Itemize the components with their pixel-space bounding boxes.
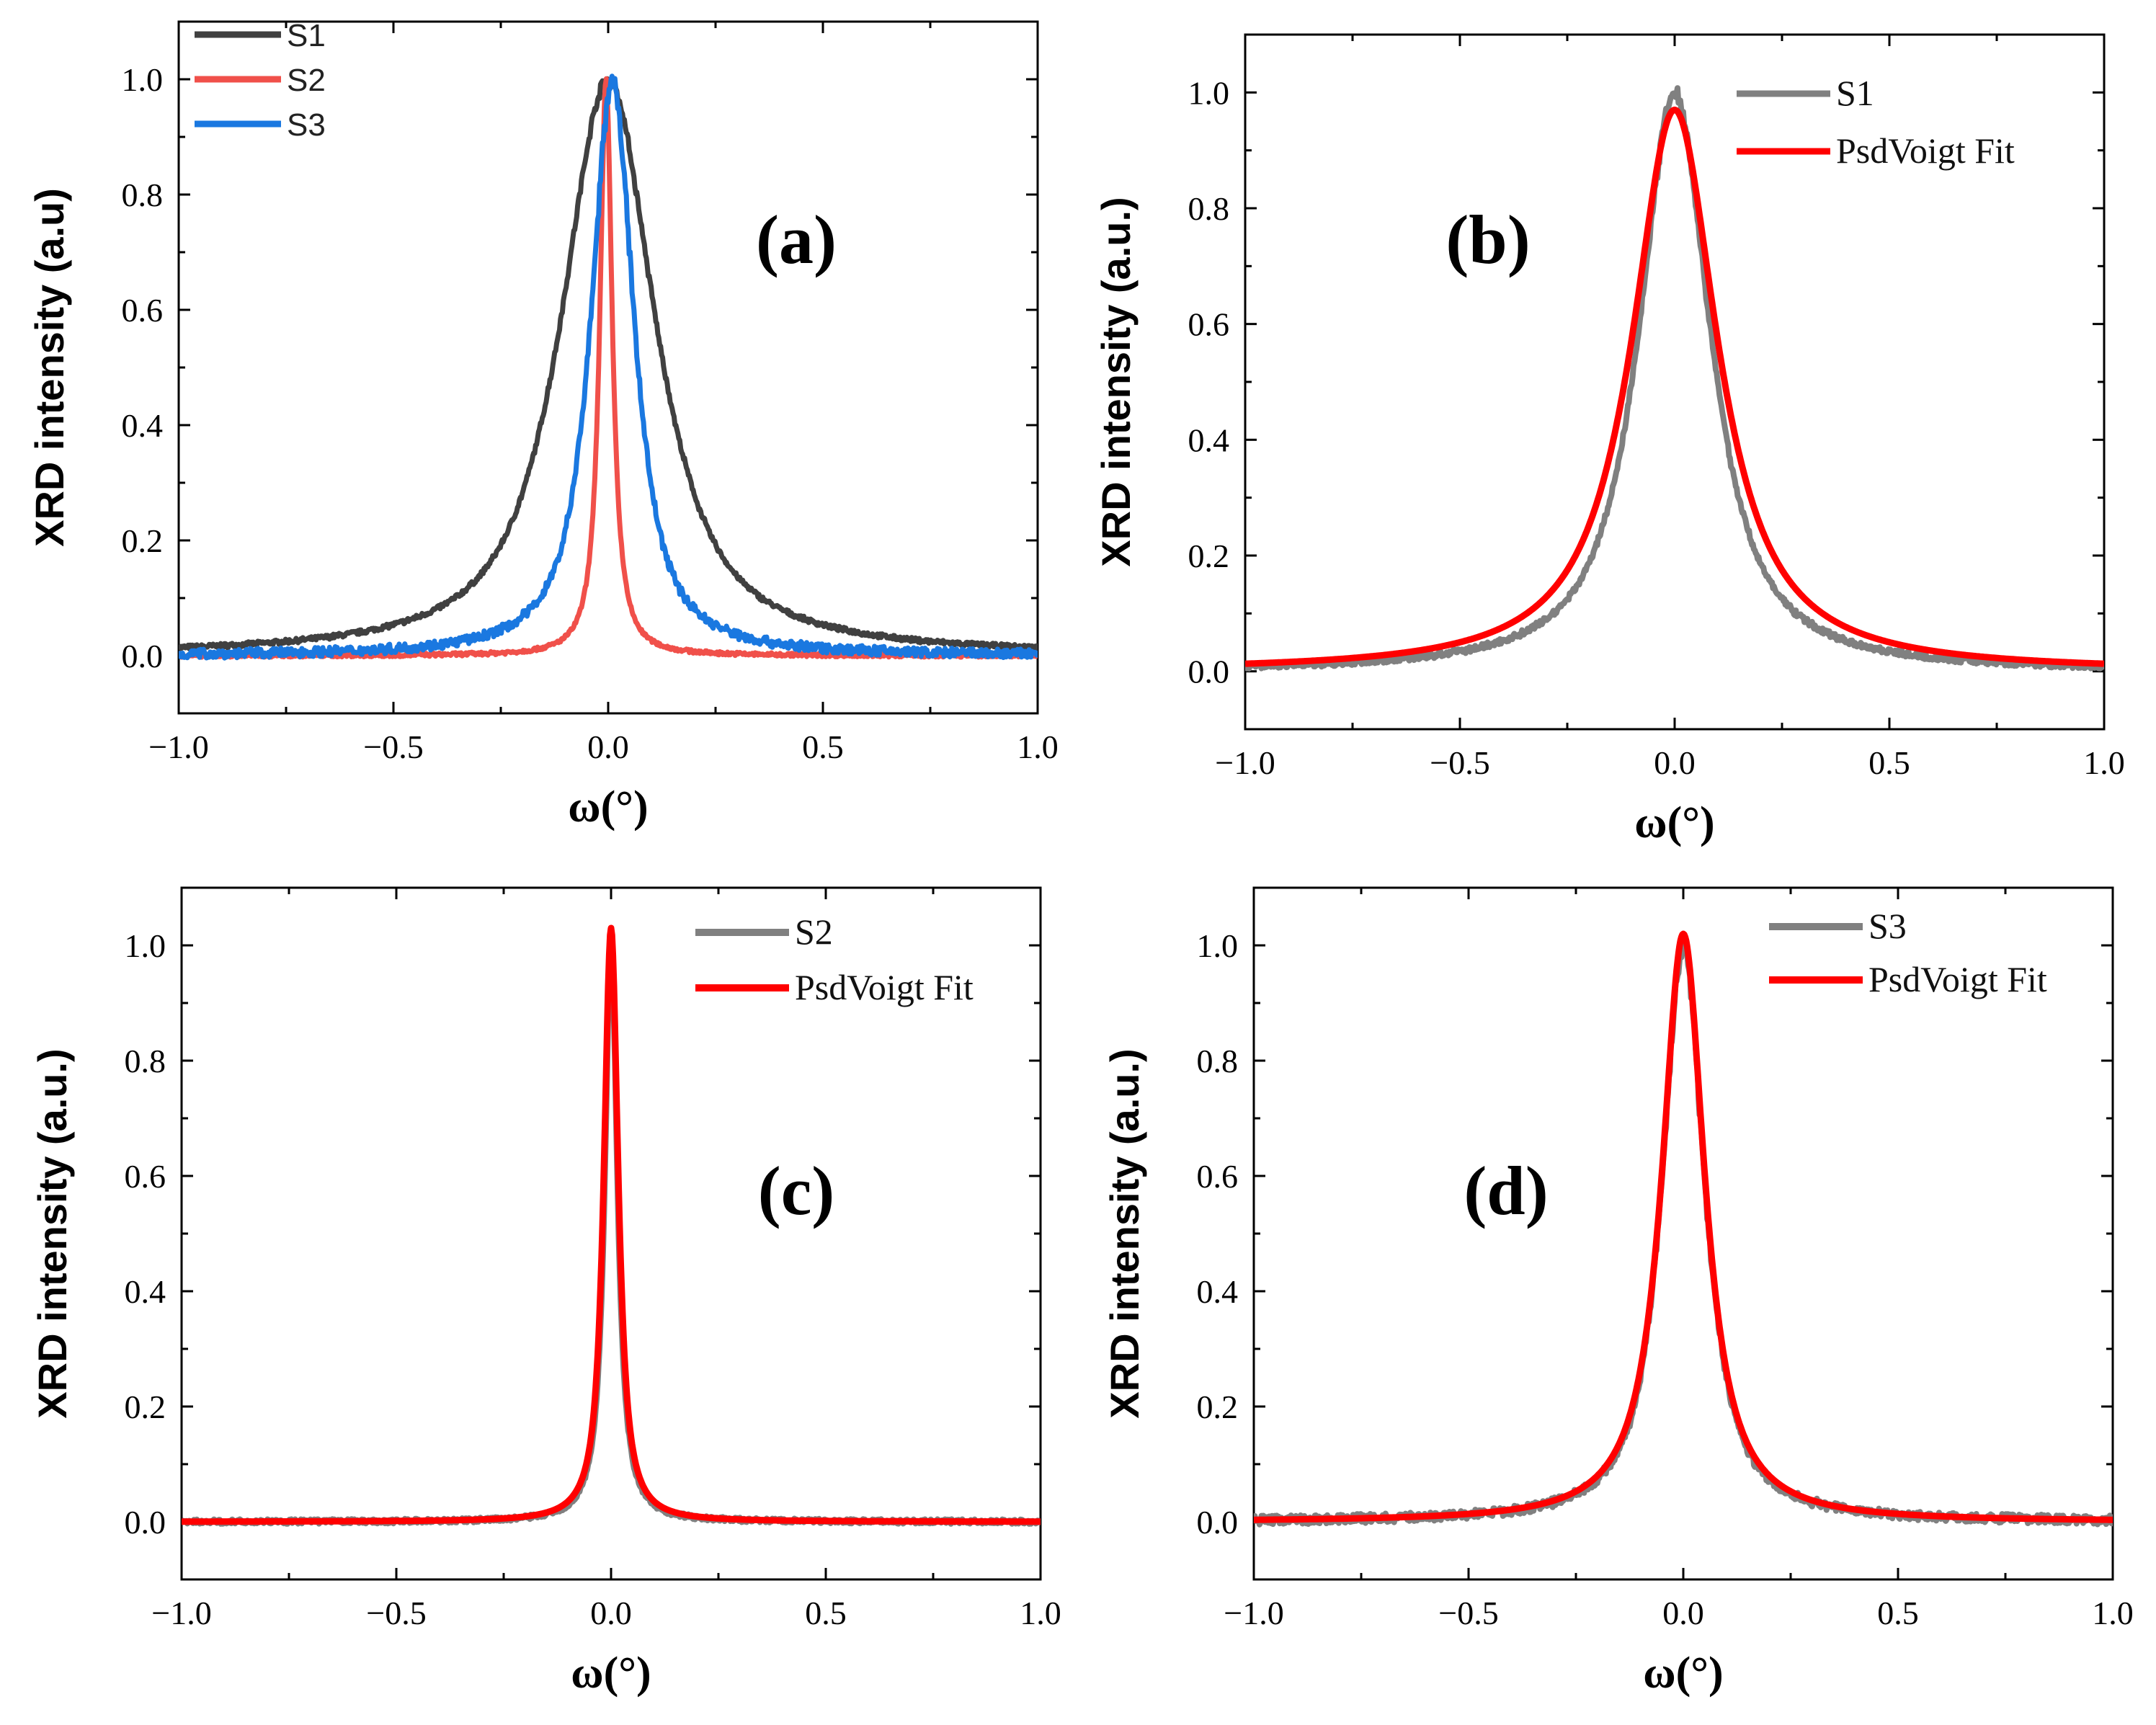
x-axis-title: ω(°) [1634, 798, 1714, 847]
chart-panel-d: −1.0 −0.5 0.0 0.5 1.0 0.0 0.2 0.4 0.6 0.8 1.0 ω(°) X… [1102, 886, 2134, 1698]
x-tick-label: −0.5 [363, 728, 423, 765]
x-tick-label: 1.0 [2092, 1595, 2134, 1631]
chart-panel-c: −1.0 −0.5 0.0 0.5 1.0 0.0 0.2 0.4 0.6 0.8 1.0 ω(°) X… [30, 886, 1061, 1698]
y-tick-label: 1.0 [1188, 74, 1230, 111]
x-tick-label: 0.5 [1868, 744, 1910, 781]
x-tick-label: −1.0 [1224, 1595, 1283, 1631]
x-tick-label: −0.5 [1438, 1595, 1498, 1631]
y-tick-label: 0.4 [1188, 422, 1230, 458]
y-tick-label: 0.0 [1197, 1504, 1239, 1541]
x-tick-label: −0.5 [366, 1595, 426, 1631]
series-line-s3 [1254, 936, 2113, 1528]
y-axis-title: XRD intensity (a.u) [27, 188, 72, 547]
y-tick-label: 1.0 [1197, 927, 1239, 964]
x-tick-label: 0.0 [590, 1595, 632, 1631]
y-axis-title: XRD intensity (a.u.) [1102, 1048, 1147, 1418]
legend: S1 PsdVoigt Fit [1737, 73, 2015, 171]
x-tick-label: 1.0 [1020, 1595, 1061, 1631]
series-line-psdvoigt-fit [1245, 106, 2104, 667]
y-tick-label: 0.6 [125, 1158, 166, 1195]
x-axis-title: ω(°) [568, 783, 648, 832]
x-tick-label: 0.5 [1877, 1595, 1919, 1631]
y-tick-label: 0.0 [1188, 654, 1230, 690]
chart-panel-b: −1.0 −0.5 0.0 0.5 1.0 0.0 0.2 0.4 0.6 0.8 1.0 ω(°) X… [1093, 33, 2125, 847]
x-tick-label: 0.0 [1662, 1595, 1704, 1631]
y-tick-label: 1.0 [122, 61, 164, 98]
y-tick-label: 0.8 [125, 1043, 166, 1079]
x-tick-label: 0.5 [805, 1595, 847, 1631]
x-tick-label: −1.0 [1215, 744, 1275, 781]
panel-label: (c) [758, 1152, 835, 1229]
x-tick-label: −1.0 [148, 728, 208, 765]
y-tick-label: 0.4 [122, 407, 164, 444]
y-tick-label: 0.2 [1197, 1389, 1239, 1425]
x-tick-label: 1.0 [2083, 744, 2125, 781]
legend-label: S2 [795, 911, 833, 952]
y-tick-label: 0.0 [122, 638, 164, 674]
y-tick-label: 0.8 [1197, 1043, 1239, 1079]
legend-label: S2 [287, 63, 326, 98]
legend-label: S3 [1868, 906, 1907, 946]
series-line-s1 [1245, 85, 2104, 672]
y-tick-label: 0.8 [1188, 190, 1230, 227]
x-axis-title: ω(°) [1643, 1649, 1723, 1698]
legend: S1 S2 S3 [195, 18, 326, 143]
y-tick-label: 0.6 [122, 292, 164, 329]
legend-label: S1 [1836, 73, 1874, 113]
y-tick-label: 0.0 [125, 1504, 166, 1541]
panel-label: (a) [756, 201, 837, 278]
legend: S2 PsdVoigt Fit [695, 911, 974, 1007]
y-tick-label: 0.2 [1188, 538, 1230, 574]
x-tick-label: 0.0 [587, 728, 629, 765]
y-tick-label: 0.8 [122, 177, 164, 213]
y-tick-label: 0.6 [1188, 306, 1230, 343]
series-line-s3 [179, 73, 1038, 661]
legend-label: PsdVoigt Fit [795, 967, 974, 1007]
chart-panel-a: −1.0 −0.5 0.0 0.5 1.0 0.0 0.2 0.4 0.6 0.8 1.0 ω(°) X… [27, 18, 1059, 832]
y-axis-title: XRD intensity (a.u.) [1093, 197, 1139, 566]
legend: S3 PsdVoigt Fit [1769, 906, 2047, 999]
legend-label: PsdVoigt Fit [1868, 959, 2047, 999]
x-tick-label: 0.5 [802, 728, 844, 765]
series-line-s2 [182, 942, 1041, 1527]
legend-label: S3 [287, 107, 326, 143]
series-line-psdvoigt-fit [182, 924, 1041, 1525]
y-tick-label: 0.2 [122, 522, 164, 559]
x-axis-title: ω(°) [571, 1649, 651, 1698]
x-tick-label: −0.5 [1430, 744, 1489, 781]
y-tick-label: 0.6 [1197, 1158, 1239, 1195]
series-line-s2 [179, 76, 1038, 660]
x-tick-label: 0.0 [1654, 744, 1696, 781]
series-line-psdvoigt-fit [1254, 930, 2113, 1523]
y-tick-label: 1.0 [125, 927, 166, 964]
panel-label: (d) [1464, 1152, 1548, 1229]
legend-label: PsdVoigt Fit [1836, 130, 2015, 171]
x-tick-label: 1.0 [1017, 728, 1059, 765]
y-tick-label: 0.4 [125, 1273, 166, 1310]
y-axis-title: XRD intensity (a.u.) [30, 1048, 75, 1418]
y-tick-label: 0.2 [125, 1389, 166, 1425]
panel-label: (b) [1446, 201, 1530, 278]
x-tick-label: −1.0 [151, 1595, 211, 1631]
y-tick-label: 0.4 [1197, 1273, 1239, 1310]
legend-label: S1 [287, 18, 326, 53]
